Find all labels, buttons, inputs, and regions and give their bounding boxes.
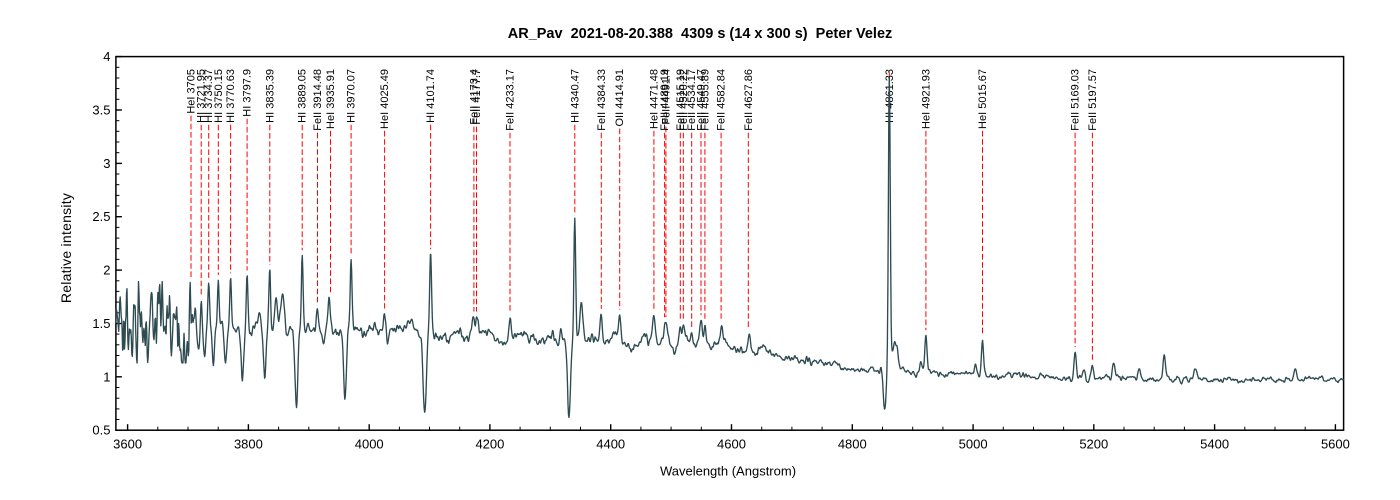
svg-text:FeII 4627.86: FeII 4627.86 <box>743 69 755 131</box>
svg-text:HI 3835.39: HI 3835.39 <box>264 69 276 123</box>
svg-text:FeII 4491.4: FeII 4491.4 <box>660 69 672 125</box>
svg-text:FeII 4177.7: FeII 4177.7 <box>471 69 483 125</box>
svg-text:5600: 5600 <box>1321 437 1350 452</box>
svg-text:HeI 5015.67: HeI 5015.67 <box>977 69 989 129</box>
svg-text:3800: 3800 <box>234 437 263 452</box>
svg-text:4: 4 <box>103 49 110 64</box>
svg-text:HeI 3935.91: HeI 3935.91 <box>325 69 337 129</box>
svg-text:5200: 5200 <box>1079 437 1108 452</box>
svg-text:FeII 4582.84: FeII 4582.84 <box>716 69 728 131</box>
svg-text:5000: 5000 <box>959 437 988 452</box>
svg-text:AR_Pav 2021-08-20.388 4309 s: AR_Pav 2021-08-20.388 4309 s (14 x 300 s… <box>508 26 893 42</box>
svg-text:FeII 4549.47: FeII 4549.47 <box>696 69 708 131</box>
svg-text:Relative intensity: Relative intensity <box>58 193 74 303</box>
svg-text:HeI 3705: HeI 3705 <box>186 69 198 114</box>
svg-text:FeII 4555.89: FeII 4555.89 <box>699 69 711 131</box>
svg-text:0.5: 0.5 <box>92 423 110 438</box>
svg-text:2: 2 <box>103 263 110 278</box>
svg-text:HeI 4471.48: HeI 4471.48 <box>648 69 660 129</box>
svg-text:HI 3970.07: HI 3970.07 <box>346 69 358 123</box>
svg-text:HI 3770.63: HI 3770.63 <box>225 69 237 123</box>
svg-text:HeI 4025.49: HeI 4025.49 <box>379 69 391 129</box>
svg-text:3.5: 3.5 <box>92 103 110 118</box>
svg-text:FeII 5197.57: FeII 5197.57 <box>1087 69 1099 131</box>
svg-text:OII 4414.91: OII 4414.91 <box>614 69 626 127</box>
svg-text:HI 3721.95: HI 3721.95 <box>196 69 208 123</box>
svg-text:FeII 4233.17: FeII 4233.17 <box>505 69 517 131</box>
svg-text:HI 4340.47: HI 4340.47 <box>569 69 581 123</box>
svg-text:HI 3750.15: HI 3750.15 <box>213 69 225 123</box>
svg-text:HI 3734.37: HI 3734.37 <box>203 69 215 123</box>
svg-text:4600: 4600 <box>717 437 746 452</box>
svg-text:5400: 5400 <box>1200 437 1229 452</box>
svg-text:1: 1 <box>103 369 110 384</box>
svg-text:FeII 4384.33: FeII 4384.33 <box>596 69 608 131</box>
svg-text:4400: 4400 <box>596 437 625 452</box>
svg-text:FeII 4515.19: FeII 4515.19 <box>675 69 687 131</box>
svg-text:FeII 4534.17: FeII 4534.17 <box>686 69 698 131</box>
svg-text:FeII 5169.03: FeII 5169.03 <box>1070 69 1082 131</box>
svg-text:4800: 4800 <box>838 437 867 452</box>
svg-text:2.5: 2.5 <box>92 209 110 224</box>
svg-text:3600: 3600 <box>113 437 142 452</box>
svg-text:1.5: 1.5 <box>92 316 110 331</box>
svg-text:FeII 3914.48: FeII 3914.48 <box>312 69 324 131</box>
svg-text:HI 3889.05: HI 3889.05 <box>297 69 309 123</box>
svg-text:HI 4101.74: HI 4101.74 <box>425 69 437 123</box>
svg-text:Wavelength (Angstrom): Wavelength (Angstrom) <box>660 464 796 479</box>
svg-text:4000: 4000 <box>355 437 384 452</box>
svg-text:FeII 4173.4: FeII 4173.4 <box>468 69 480 125</box>
svg-text:HI 3797.9: HI 3797.9 <box>242 69 254 117</box>
svg-text:HeI 4921.93: HeI 4921.93 <box>920 69 932 129</box>
svg-text:4200: 4200 <box>475 437 504 452</box>
svg-text:3: 3 <box>103 156 110 171</box>
svg-text:FeII 4489.19: FeII 4489.19 <box>659 69 671 131</box>
svg-text:FeII 4520.22: FeII 4520.22 <box>678 69 690 131</box>
